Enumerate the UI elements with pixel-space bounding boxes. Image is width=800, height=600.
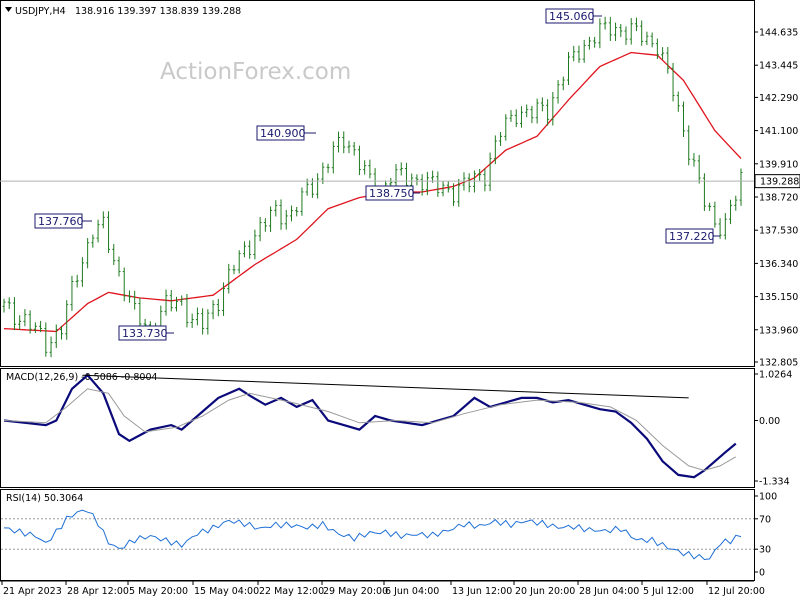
rsi-tick-label: 30 [759,545,771,556]
macd-pane-frame [0,368,755,488]
price-callout-label: 133.730 [122,327,168,340]
price-tick-label: 135.150 [759,292,798,303]
price-tick-label: 141.100 [759,126,798,137]
rsi-title: RSI(14) 50.3064 [6,493,83,504]
x-tick-label: 12 Jul 20:00 [708,586,765,597]
macd-main-line [3,373,737,479]
x-tick-label: 5 Jul 12:00 [643,586,694,597]
rsi-tick-label: 100 [759,492,777,503]
candlestick-series [2,16,743,358]
rsi-lines [3,509,742,561]
macd-y-axis: 1.0264 0.00 -1.334 [754,370,792,488]
rsi-line [3,509,742,561]
macd-title: MACD(12,26,9) -0.5086 -0.8004 [6,372,158,383]
price-callout-label: 137.220 [669,230,715,243]
ohlc-values: 138.916 139.397 138.839 139.288 [75,6,241,17]
price-tick-label: 143.445 [759,61,798,72]
price-tick-label: 139.910 [759,159,798,170]
rsi-tick-label: 70 [759,514,771,525]
macd-tick-label: 0.00 [759,416,780,427]
last-price-box [754,174,800,189]
price-tick-label: 144.635 [759,28,798,39]
x-tick-label: 29 May 20:00 [323,586,388,597]
x-tick-label: 22 May 12:00 [259,586,324,597]
rsi-pane-frame [0,489,755,581]
last-price-label: 139.288 [760,177,799,188]
x-tick-label: 13 Jun 12:00 [452,586,512,597]
watermark: ActionForex.com [160,59,351,85]
price-tick-label: 136.340 [759,259,798,270]
price-tick-label: 142.290 [759,93,798,104]
x-tick-label: 5 May 20:00 [129,586,188,597]
macd-tick-label: 1.0264 [759,370,792,381]
price-tick-label: 132.805 [759,358,798,369]
price-y-axis: 144.635 143.445 142.290 141.100 139.910 138.7… [754,28,798,369]
price-callouts: 137.760 133.730 140.900 138.750 145.060 137.2… [34,8,720,341]
macd-signal-line [3,388,737,471]
x-tick-label: 15 May 04:00 [194,586,259,597]
x-tick-label: 28 Jun 04:00 [579,586,639,597]
macd-lines [3,373,737,479]
x-tick-label: 6 Jun 04:00 [385,586,439,597]
price-callout-label: 145.060 [549,10,595,23]
rsi-tick-label: 0 [759,568,765,579]
symbol-label: USDJPY,H4 [15,6,66,17]
macd-tick-label: -1.334 [759,477,790,488]
x-tick-label: 28 Apr 12:00 [67,586,129,597]
dropdown-triangle-icon[interactable] [5,7,12,12]
macd-trendline [82,374,689,399]
price-callout-label: 140.900 [260,127,306,140]
price-callout-label: 138.750 [369,187,415,200]
time-axis: 21 Apr 2023 28 Apr 12:00 5 May 20:00 15 May… [0,580,765,597]
x-tick-label: 20 Jun 20:00 [515,586,575,597]
price-tick-label: 137.530 [759,226,798,237]
price-pane-frame [0,0,755,367]
price-callout-label: 137.760 [38,215,84,228]
price-tick-label: 133.960 [759,325,798,336]
price-tick-label: 138.720 [759,193,798,204]
rsi-y-axis: 100 70 30 0 [1,492,777,579]
x-tick-label: 21 Apr 2023 [3,586,62,597]
